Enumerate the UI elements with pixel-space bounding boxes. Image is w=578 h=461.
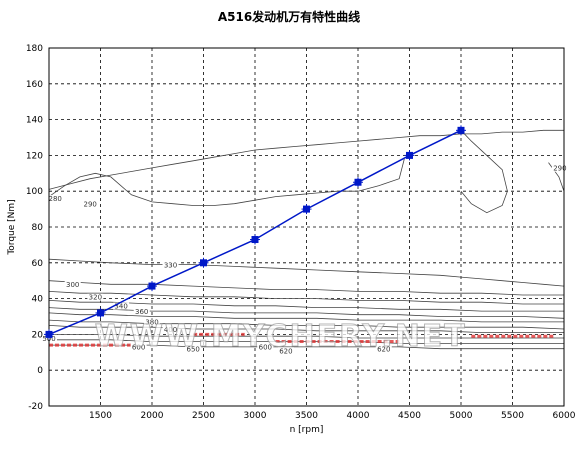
contour-label-bg [257,343,274,351]
y-tick-label: 180 [26,44,43,54]
contour-line [48,158,405,206]
y-tick-label: 160 [26,80,43,90]
contour-label: 600 [132,344,145,352]
contour-label-bg [64,281,81,289]
contour-line [48,307,565,319]
contour-line [48,280,564,296]
x-tick-label: 4000 [347,411,370,421]
axis-ticks: 1500 2000 2500 3000 3500 4000 4500 5000 5500 6000… [26,44,576,421]
highlight-band [49,332,554,347]
x-tick-label: 6000 [553,411,576,421]
contour-label-bg [47,195,64,203]
y-tick-label: 80 [32,223,44,233]
contour-line [48,325,564,334]
contour-label: 620 [377,346,390,354]
x-tick-label: 3000 [244,411,267,421]
contour-label-bg [162,261,179,269]
contour-label-bg [82,200,99,208]
contour-line [48,129,564,190]
contour-label-bg [133,307,150,315]
series-line [48,129,462,336]
contour-line [48,291,564,305]
contour-label: 290 [553,165,566,173]
contour-label-bg [277,347,294,355]
x-tick-label: 2000 [141,411,164,421]
y-tick-label: -20 [28,402,43,412]
series-group [44,125,466,340]
contour-label: 400 [164,326,177,334]
y-tick-label: 120 [26,151,43,161]
y-tick-label: 100 [26,187,43,197]
x-tick-label: 5500 [501,411,524,421]
chart-title: A516发动机万有特性曲线 [218,9,360,24]
contour-label-bg [113,302,130,310]
contour-line [48,319,565,330]
contour-line [48,300,564,312]
x-tick-label: 1500 [89,411,112,421]
contour-loop [460,130,508,214]
contour-label: 330 [164,261,177,269]
contour-label: 320 [89,294,102,302]
contour-line [48,258,565,287]
plot-frame [48,47,565,407]
contour-label: 300 [66,281,79,289]
contour-label-bg [162,325,179,333]
contour-line [48,312,564,323]
contour-label: 650 [187,346,200,354]
contour-label-bg [130,343,147,351]
contour-label-bg [551,164,568,172]
contour-label-bg [144,318,160,326]
contour-line [49,333,564,339]
contour-label: 340 [114,303,127,311]
contour-lines [48,129,565,350]
contour-label: 380 [145,319,158,327]
x-tick-label: 5000 [450,411,473,421]
contour-labels: 2802902903003203303403603804005006006506… [41,164,568,355]
watermark: WWW.MYCHERY.NET [95,319,467,354]
y-axis-title: Torque [Nm] [7,199,17,255]
contour-label: 600 [259,344,272,352]
x-tick-label: 4500 [398,411,421,421]
contour-label-bg [185,345,202,353]
contour-label: 280 [48,195,61,203]
x-tick-label: 3500 [295,411,318,421]
y-tick-label: 60 [32,259,44,269]
y-tick-label: 140 [26,116,43,126]
x-tick-label: 2500 [192,411,215,421]
grid [49,48,564,406]
y-tick-label: 0 [37,366,43,376]
contour-label: 290 [84,201,97,209]
contour-label-bg [375,345,392,353]
contour-label-bg [87,293,104,301]
contour-label: 360 [135,308,148,316]
y-tick-label: 20 [32,330,44,340]
x-axis-title: n [rpm] [290,425,324,435]
contour-label: 620 [279,347,292,355]
y-tick-label: 40 [32,295,44,305]
